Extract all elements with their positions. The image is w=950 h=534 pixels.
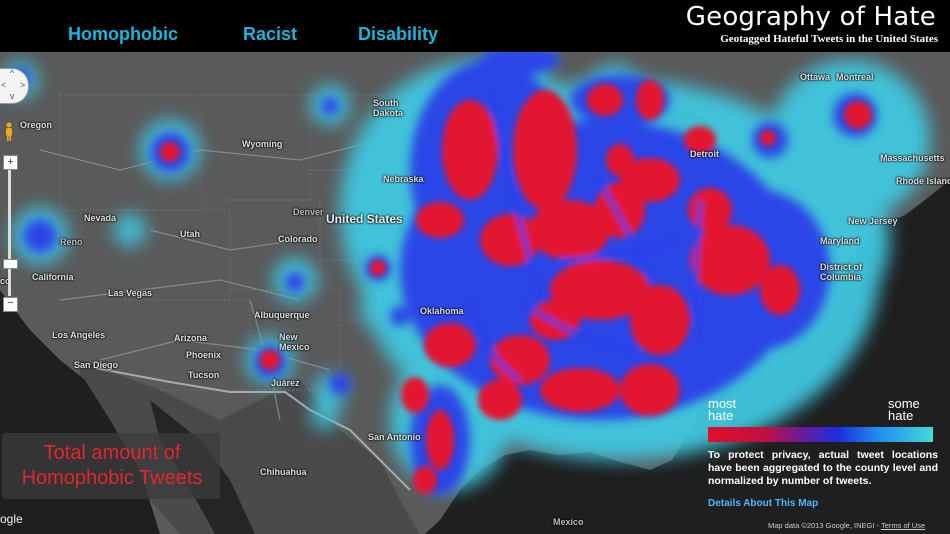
street-view-pegman-icon[interactable] [4,122,14,142]
label-albuquerque: Albuquerque [254,310,310,320]
label-detroit: Detroit [690,149,719,159]
label-nebraska: Nebraska [383,174,424,184]
privacy-note: To protect privacy, actual tweet locatio… [708,449,938,487]
details-about-map-link[interactable]: Details About This Map [708,498,819,509]
label-district-of-columbia: District of Columbia [820,262,863,282]
heat-map[interactable]: Oregon Wyoming South Dakota Nebraska Nev… [0,52,950,534]
label-arizona: Arizona [174,333,208,343]
label-new-jersey: New Jersey [848,216,898,226]
heat-layer-high [160,80,872,494]
label-maryland: Maryland [820,236,860,246]
map-attribution: Map data ©2013 Google, INEGI - Terms of … [768,521,926,530]
label-reno: Reno [60,237,83,247]
label-south-dakota: South Dakota [373,98,404,118]
label-united-states: United States [326,212,403,226]
label-california: California [32,272,74,282]
label-oregon: Oregon [20,120,53,130]
label-rhode-island: Rhode Island [896,176,950,186]
label-tucson: Tucson [188,370,220,380]
total-label-box: Total amount of Homophobic Tweets [2,433,220,499]
tab-homophobic[interactable]: Homophobic [68,24,178,44]
zoom-in-button[interactable]: + [3,155,18,170]
label-utah: Utah [180,229,200,239]
legend-some-hate: some hate [888,396,920,423]
label-denver: Denver [293,207,324,217]
label-san-diego: San Diego [74,360,119,370]
label-phoenix: Phoenix [186,350,222,360]
label-las-vegas: Las Vegas [108,288,153,298]
tab-disability[interactable]: Disability [358,24,439,44]
label-oklahoma: Oklahoma [420,306,464,316]
label-new-mexico: New Mexico [279,332,310,352]
label-los-angeles: Los Angeles [52,330,106,340]
google-logo[interactable]: ogle [0,512,23,526]
page-subtitle: Geotagged Hateful Tweets in the United S… [720,33,938,45]
label-juarez: Juárez [271,378,300,388]
tab-racist[interactable]: Racist [243,24,298,44]
label-san-antonio: San Antonio [368,432,421,442]
us-mexico-border [94,367,411,491]
label-montreal: Montreal [836,72,874,82]
legend-color-scale [708,427,933,442]
label-colorado: Colorado [278,234,318,244]
legend-most-hate: most hate [708,396,737,423]
total-label: Total amount of Homophobic Tweets [21,442,203,489]
attribution-text: Map data ©2013 Google, INEGI [768,521,875,530]
map-canvas [0,52,950,534]
label-co-partial: co [0,276,11,286]
pan-control[interactable]: ^ < > v [0,68,29,104]
zoom-slider-handle[interactable] [3,259,18,269]
label-massachusetts: Massachusetts [880,153,945,163]
label-nevada: Nevada [84,213,117,223]
label-ottawa: Ottawa [800,72,831,82]
label-wyoming: Wyoming [242,139,283,149]
page-title: Geography of Hate [685,2,936,32]
top-bar: Homophobic Racist Disability Geography o… [0,0,950,52]
label-chihuahua: Chihuahua [260,467,307,477]
zoom-slider-track[interactable] [8,170,11,296]
terms-of-use-link[interactable]: Terms of Use [880,521,926,530]
zoom-out-button[interactable]: − [3,297,18,312]
label-mexico: Mexico [553,517,584,527]
